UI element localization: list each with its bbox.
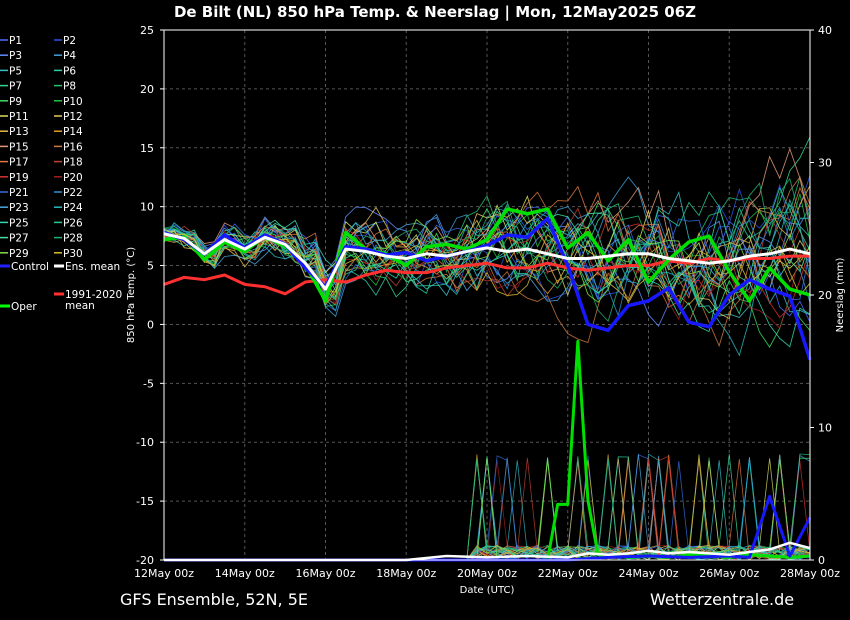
y-tick-label: 20 (140, 83, 154, 96)
legend-label-p19: P19 (9, 172, 29, 184)
legend-label-p13: P13 (9, 126, 29, 138)
chart-title: De Bilt (NL) 850 hPa Temp. & Neerslag | … (174, 3, 696, 22)
legend-label-p25: P25 (9, 217, 29, 229)
legend-label-p18: P18 (63, 157, 83, 169)
series-line-1991-2020-mean-temp (163, 254, 810, 296)
legend-label-control: Control (11, 261, 49, 273)
x-tick-label: 26May 00z (699, 567, 759, 580)
legend-label-p9: P9 (9, 96, 22, 108)
y-tick-label: -20 (136, 554, 154, 567)
series-line-ens-mean-temp (163, 232, 811, 291)
y2-tick-label: 10 (818, 422, 832, 435)
footer-model: GFS Ensemble, 52N, 5E (120, 590, 308, 609)
grid-lines (164, 30, 810, 560)
member-line-p4 (163, 176, 811, 318)
y2-tick-label: 20 (818, 289, 832, 302)
legend-label-oper: Oper (11, 301, 37, 313)
legend-label-p23: P23 (9, 202, 29, 214)
y-tick-label: 15 (140, 142, 154, 155)
y2-tick-label: 30 (818, 157, 832, 170)
member-line-p9 (163, 202, 811, 348)
legend-label-p20: P20 (63, 172, 83, 184)
left-axis-ticks: -20 -15 -10 -5 0 5 10 15 20 25 (136, 24, 164, 567)
legend-label-p27: P27 (9, 233, 29, 245)
legend: P1 P2 P3 P4 P5 P6 P7 P8 P9 P10 P11 P12 P13 P14 P15 P16 P… (0, 35, 122, 313)
y-axis-label: 850 hPa Temp. (°C) (126, 247, 137, 343)
legend-label-p4: P4 (63, 50, 76, 62)
legend-label-p17: P17 (9, 157, 29, 169)
y-tick-label: -15 (136, 495, 154, 508)
y-tick-label: 0 (147, 318, 154, 331)
x-tick-label: 28May 00z (780, 567, 840, 580)
x-tick-label: 24May 00z (618, 567, 678, 580)
legend-label-p29: P29 (9, 248, 29, 260)
y-tick-label: 10 (140, 201, 154, 214)
legend-label-p1: P1 (9, 35, 22, 47)
legend-label-p15: P15 (9, 141, 29, 153)
legend-label-p8: P8 (63, 81, 76, 93)
legend-label-p16: P16 (63, 141, 83, 153)
x-axis-ticks: 12May 00z 14May 00z 16May 00z 18May 00z 20Ma… (134, 567, 840, 580)
y-tick-label: 5 (147, 260, 154, 273)
legend-label-p2: P2 (63, 35, 76, 47)
member-line-p24 (163, 198, 811, 357)
y2-tick-label: 0 (818, 554, 825, 567)
member-line-p27 (163, 210, 811, 333)
x-tick-label: 18May 00z (376, 567, 436, 580)
y-tick-label: -5 (143, 377, 154, 390)
legend-label-ens-mean: Ens. mean (65, 261, 120, 273)
y2-tick-label: 40 (818, 24, 832, 37)
legend-label-p21: P21 (9, 187, 29, 199)
footer-source: Wetterzentrale.de (650, 590, 794, 609)
member-line-p28 (163, 177, 811, 323)
member-line-p13 (163, 185, 811, 306)
legend-label-p3: P3 (9, 50, 22, 62)
member-line-p20 (163, 226, 811, 330)
legend-label-p14: P14 (63, 126, 83, 138)
legend-label-p10: P10 (63, 96, 83, 108)
legend-label-p12: P12 (63, 111, 83, 123)
x-tick-label: 20May 00z (457, 567, 517, 580)
x-axis-label: Date (UTC) (460, 585, 515, 596)
x-tick-label: 16May 00z (295, 567, 355, 580)
legend-label-p24: P24 (63, 202, 83, 214)
right-axis-ticks: 0 10 20 30 40 (810, 24, 832, 567)
legend-label-p6: P6 (63, 65, 76, 77)
y-tick-label: 25 (140, 24, 154, 37)
y2-axis-label: Neerslag (mm) (835, 257, 846, 332)
legend-label-p30: P30 (63, 248, 83, 260)
legend-label-p22: P22 (63, 187, 83, 199)
legend-label-p7: P7 (9, 81, 22, 93)
legend-label-p5: P5 (9, 65, 22, 77)
member-line-p26 (163, 186, 811, 298)
series-line-ens-mean-precip (164, 541, 811, 562)
legend-label-p26: P26 (63, 217, 83, 229)
legend-label-1991-2020-mean: 1991-2020 mean (65, 289, 122, 312)
x-tick-label: 22May 00z (538, 567, 598, 580)
x-tick-label: 12May 00z (134, 567, 194, 580)
legend-label-p11: P11 (9, 111, 29, 123)
x-tick-label: 14May 00z (215, 567, 275, 580)
legend-label-p28: P28 (63, 233, 83, 245)
y-tick-label: -10 (136, 436, 154, 449)
